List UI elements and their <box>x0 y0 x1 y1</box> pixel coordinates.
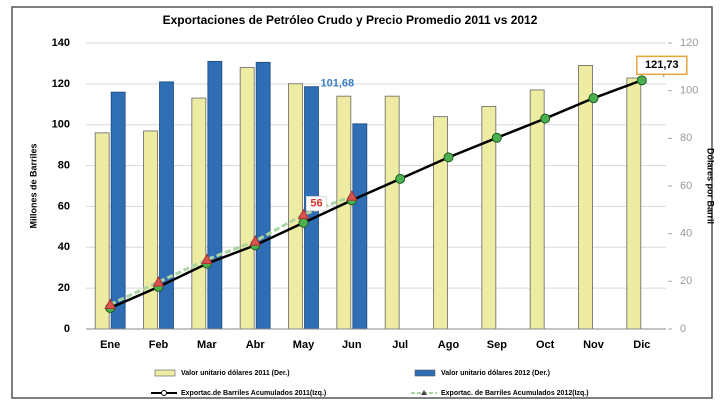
bar <box>529 89 545 330</box>
legend-label: Valor unitario dólares 2012 (Der.) <box>441 370 550 377</box>
y2-tick-label: 60 <box>680 180 692 192</box>
marker <box>345 190 358 201</box>
y-tick-label: 0 <box>64 323 70 335</box>
x-tick-label: Sep <box>487 339 507 351</box>
x-tick-label: Nov <box>583 339 605 351</box>
marker <box>395 173 406 184</box>
y-tick-label: 20 <box>58 282 70 294</box>
y-tick-label: 140 <box>52 37 70 49</box>
bar <box>384 95 400 330</box>
marker <box>298 217 309 228</box>
x-tick-label: Oct <box>536 339 555 351</box>
value-label: 56 <box>310 198 322 210</box>
y2-tick-label: 0 <box>680 323 686 335</box>
marker <box>297 208 310 220</box>
marker <box>636 75 647 86</box>
legend-swatch <box>414 369 436 377</box>
line <box>109 79 643 310</box>
bar <box>110 91 126 330</box>
x-tick-label: May <box>293 339 315 351</box>
bar <box>239 67 255 330</box>
legend-label: Exportac. de Barriles Acumulados 2012(Iz… <box>441 390 589 397</box>
bar <box>288 83 303 330</box>
x-tick-label: Feb <box>149 339 169 351</box>
y-tick-label: 80 <box>58 159 70 171</box>
y-tick-label: 120 <box>52 78 70 90</box>
y-tick-label: 100 <box>52 119 70 131</box>
bar <box>433 116 448 330</box>
value-label-box <box>636 55 688 76</box>
bar <box>143 130 158 330</box>
chart-title: Exportaciones de Petróleo Crudo y Precio… <box>163 13 538 27</box>
marker <box>200 253 213 265</box>
legend-swatch <box>154 369 176 377</box>
marker <box>540 113 551 124</box>
legend-marker <box>421 390 427 395</box>
marker <box>104 298 117 309</box>
y-tick-label: 40 <box>58 241 70 253</box>
y2-axis-label: Dólares por Barril <box>706 148 716 224</box>
bar <box>336 95 352 330</box>
x-tick-label: Abr <box>246 339 266 351</box>
y2-tick-label: 80 <box>680 132 692 144</box>
y2-tick-label: 100 <box>680 85 698 97</box>
legend-label: Exportac.de Barriles Acumulados 2011(Izq… <box>181 390 326 397</box>
legend-label: Valor unitario dólares 2011 (Der.) <box>181 370 290 377</box>
x-tick-label: Ago <box>438 339 460 351</box>
marker <box>152 275 165 287</box>
bar <box>159 81 174 330</box>
bar <box>626 77 642 330</box>
bar <box>255 61 271 330</box>
bar <box>94 132 110 330</box>
x-tick-label: Jul <box>392 339 408 351</box>
legend-marker <box>161 390 167 396</box>
x-tick-label: Jun <box>342 339 362 351</box>
bar <box>191 97 207 330</box>
marker <box>249 235 262 246</box>
marker <box>491 132 502 143</box>
value-label-box <box>306 196 327 212</box>
x-tick-label: Ene <box>100 339 120 351</box>
marker <box>588 93 599 104</box>
x-tick-label: Mar <box>197 339 217 351</box>
y2-tick-label: 40 <box>680 228 692 240</box>
value-label: 101,68 <box>321 78 355 90</box>
x-tick-label: Dic <box>633 339 650 351</box>
bar <box>352 123 368 330</box>
y-tick-label: 60 <box>58 200 70 212</box>
y-axis-label: Millones de Barriles <box>28 143 38 228</box>
marker <box>443 152 454 163</box>
value-label: 121,73 <box>645 59 679 71</box>
y2-tick-label: 20 <box>680 275 692 287</box>
y2-tick-label: 120 <box>680 37 698 49</box>
bar <box>207 60 223 330</box>
